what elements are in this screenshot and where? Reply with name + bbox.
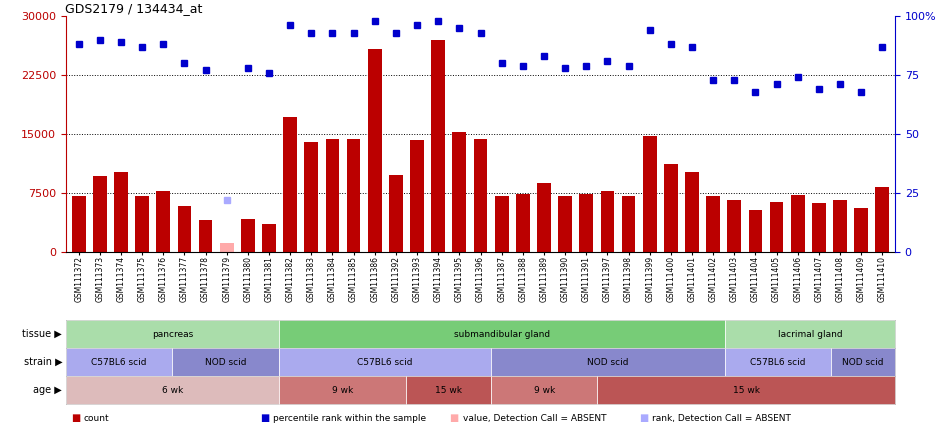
- Bar: [347, 139, 361, 252]
- Text: age ▶: age ▶: [33, 385, 63, 395]
- Text: 6 wk: 6 wk: [162, 385, 183, 395]
- Bar: [326, 139, 339, 252]
- Bar: [410, 140, 424, 252]
- Text: count: count: [84, 413, 110, 423]
- Bar: [833, 200, 847, 252]
- Bar: [537, 183, 551, 252]
- Text: 9 wk: 9 wk: [331, 385, 353, 395]
- Text: 15 wk: 15 wk: [435, 385, 462, 395]
- Text: NOD scid: NOD scid: [843, 357, 884, 366]
- Bar: [748, 210, 762, 252]
- Text: strain ▶: strain ▶: [24, 357, 63, 367]
- Bar: [727, 200, 742, 252]
- Text: 9 wk: 9 wk: [534, 385, 555, 395]
- Bar: [177, 206, 191, 252]
- Bar: [93, 176, 107, 252]
- Text: 15 wk: 15 wk: [733, 385, 759, 395]
- Bar: [516, 194, 529, 252]
- Bar: [72, 196, 85, 252]
- Text: ■: ■: [71, 413, 80, 423]
- Bar: [199, 220, 212, 252]
- Bar: [600, 190, 615, 252]
- Bar: [220, 242, 234, 252]
- Text: GDS2179 / 134434_at: GDS2179 / 134434_at: [65, 2, 203, 15]
- Bar: [367, 49, 382, 252]
- Text: C57BL6 scid: C57BL6 scid: [357, 357, 413, 366]
- Text: ■: ■: [450, 413, 458, 423]
- Bar: [283, 117, 297, 252]
- Text: tissue ▶: tissue ▶: [23, 329, 63, 339]
- Text: NOD scid: NOD scid: [205, 357, 246, 366]
- Text: percentile rank within the sample: percentile rank within the sample: [274, 413, 426, 423]
- Text: ■: ■: [260, 413, 269, 423]
- Bar: [304, 142, 318, 252]
- Bar: [494, 196, 509, 252]
- Text: lacrimal gland: lacrimal gland: [777, 329, 842, 338]
- Bar: [770, 202, 783, 252]
- Bar: [389, 175, 402, 252]
- Text: NOD scid: NOD scid: [587, 357, 629, 366]
- Bar: [474, 139, 488, 252]
- Text: submandibular gland: submandibular gland: [454, 329, 550, 338]
- Bar: [664, 164, 678, 252]
- Bar: [643, 135, 656, 252]
- Text: rank, Detection Call = ABSENT: rank, Detection Call = ABSENT: [652, 413, 791, 423]
- Bar: [706, 196, 720, 252]
- Bar: [156, 191, 170, 252]
- Bar: [135, 196, 149, 252]
- Bar: [558, 196, 572, 252]
- Text: pancreas: pancreas: [152, 329, 193, 338]
- Text: C57BL6 scid: C57BL6 scid: [92, 357, 147, 366]
- Bar: [241, 219, 255, 252]
- Bar: [854, 208, 868, 252]
- Bar: [114, 172, 128, 252]
- Text: ■: ■: [639, 413, 648, 423]
- Bar: [791, 195, 805, 252]
- Bar: [621, 196, 635, 252]
- Bar: [453, 132, 466, 252]
- Bar: [431, 40, 445, 252]
- Bar: [812, 203, 826, 252]
- Text: C57BL6 scid: C57BL6 scid: [750, 357, 806, 366]
- Bar: [875, 187, 889, 252]
- Bar: [262, 224, 276, 252]
- Text: value, Detection Call = ABSENT: value, Detection Call = ABSENT: [463, 413, 606, 423]
- Bar: [685, 172, 699, 252]
- Bar: [580, 194, 593, 252]
